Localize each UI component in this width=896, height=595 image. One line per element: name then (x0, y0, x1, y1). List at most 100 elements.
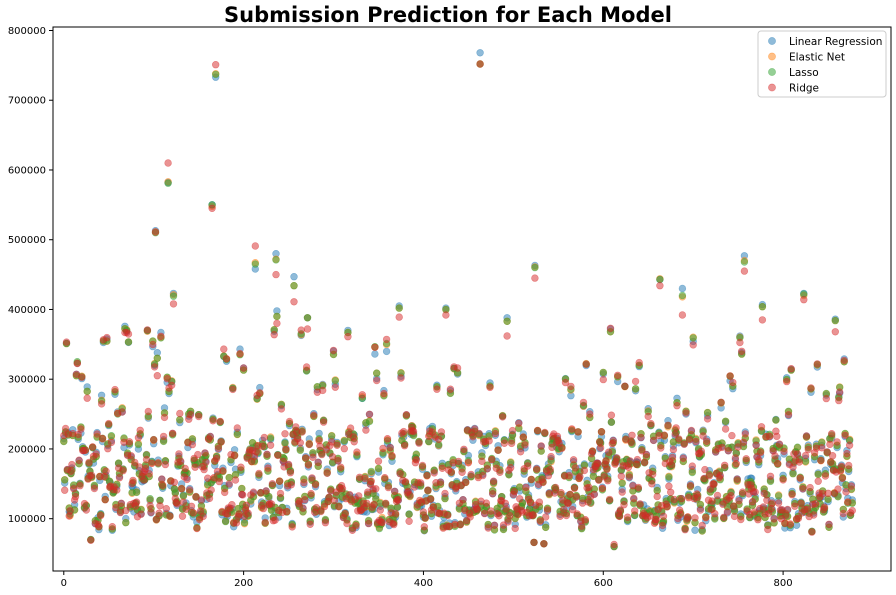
scatter-point (826, 440, 834, 449)
scatter-point (809, 511, 818, 519)
scatter-point (598, 484, 607, 492)
scatter-point (495, 512, 503, 520)
scatter-point (535, 498, 544, 506)
scatter-point (620, 501, 628, 509)
scatter-point (489, 477, 498, 485)
scatter-point (147, 508, 155, 516)
scatter-point (737, 347, 746, 355)
scatter-point (616, 506, 625, 514)
scatter-point (605, 495, 614, 504)
scatter-point (107, 432, 116, 440)
scatter-point (845, 441, 854, 449)
scatter-point (362, 426, 370, 434)
scatter-point (299, 504, 307, 512)
scatter-point (371, 343, 379, 351)
scatter-point (595, 476, 603, 484)
scatter-point (733, 475, 741, 483)
scatter-point (423, 471, 431, 480)
scatter-point (571, 464, 580, 472)
scatter-point (88, 443, 97, 451)
scatter-point (154, 459, 162, 467)
scatter-point (159, 432, 168, 441)
scatter-point (688, 462, 696, 470)
scatter-point (271, 516, 279, 524)
scatter-point (607, 418, 616, 426)
scatter-point (330, 496, 339, 505)
scatter-point (640, 458, 649, 467)
scatter-point (623, 513, 632, 521)
scatter-point (519, 433, 527, 441)
y-tick-label: 600000 (8, 165, 46, 176)
scatter-point (576, 472, 584, 481)
scatter-point (150, 436, 158, 444)
scatter-point (435, 435, 443, 443)
scatter-point (370, 500, 378, 509)
scatter-point (221, 517, 230, 526)
scatter-point (529, 511, 537, 519)
scatter-point (750, 508, 758, 516)
scatter-point (325, 493, 333, 501)
x-tick-label: 600 (594, 578, 613, 589)
scatter-point (391, 509, 400, 518)
scatter-point (252, 448, 260, 456)
scatter-point (346, 424, 355, 432)
scatter-point (647, 419, 655, 428)
scatter-point (483, 465, 491, 473)
scatter-point (774, 499, 783, 507)
scatter-point (596, 444, 605, 452)
scatter-point (194, 450, 202, 459)
scatter-point (309, 453, 317, 461)
scatter-point (272, 270, 280, 279)
scatter-point (536, 517, 544, 525)
scatter-point (682, 409, 690, 417)
scatter-point (187, 502, 196, 510)
scatter-point (734, 443, 742, 451)
scatter-point (251, 242, 260, 250)
scatter-point (503, 317, 511, 325)
scatter-point (319, 418, 328, 426)
scatter-point (395, 304, 403, 312)
scatter-point (504, 518, 512, 526)
scatter-point (557, 489, 565, 497)
scatter-point (242, 501, 251, 509)
scatter-point (60, 476, 69, 484)
scatter-point (663, 503, 671, 511)
scatter-point (839, 509, 847, 518)
legend: Linear Regression Elastic Net Lasso Ridge (757, 30, 887, 98)
scatter-point (441, 489, 449, 498)
axes-layer: 0 200 400 600 800 100000 200000 300000 400000 500… (8, 26, 793, 589)
scatter-point (216, 417, 224, 426)
scatter-point (579, 398, 588, 407)
scatter-point (697, 447, 705, 455)
scatter-point (642, 450, 651, 459)
scatter-point (323, 469, 331, 477)
scatter-point (507, 464, 515, 472)
scatter-point (738, 488, 747, 496)
scatter-point (290, 273, 298, 281)
scatter-point (789, 470, 797, 478)
scatter-point (164, 159, 172, 167)
scatter-point (808, 528, 816, 536)
scatter-point (590, 490, 598, 499)
scatter-point (480, 509, 489, 518)
scatter-point (150, 363, 159, 371)
scatter-point (546, 465, 554, 474)
scatter-point (630, 507, 639, 515)
scatter-point (486, 383, 494, 392)
scatter-point (346, 491, 354, 499)
scatter-point (188, 440, 197, 449)
scatter-point (358, 391, 366, 399)
scatter-point (835, 396, 843, 405)
scatter-point (82, 506, 91, 514)
scatter-point (122, 518, 130, 527)
scatter-point (842, 488, 850, 496)
scatter-point (503, 332, 511, 340)
scatter-point (93, 430, 101, 438)
scatter-point (729, 502, 738, 510)
scatter-point (604, 477, 612, 485)
scatter-point (311, 481, 320, 489)
scatter-point (141, 464, 150, 473)
scatter-point (169, 292, 178, 300)
scatter-point (789, 463, 797, 471)
scatter-point (772, 416, 780, 424)
